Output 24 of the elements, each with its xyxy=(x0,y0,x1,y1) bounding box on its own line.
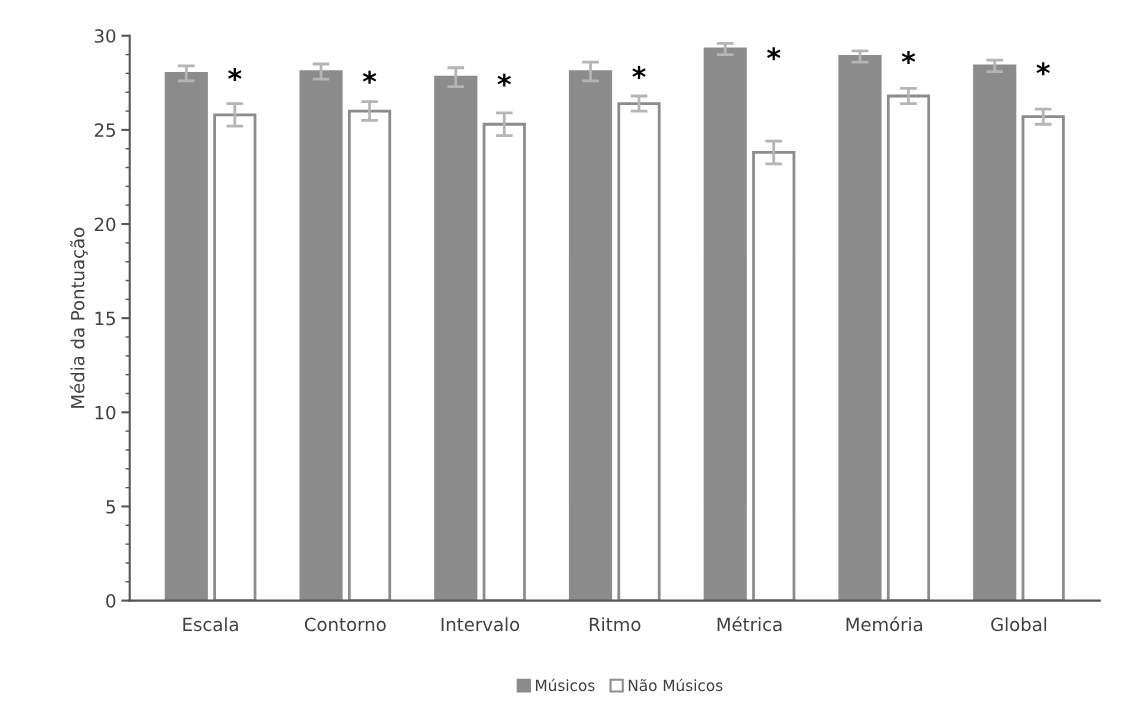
annotation: * xyxy=(767,47,781,61)
y-tick-label: 5 xyxy=(106,500,115,514)
x-tick-label: Escala xyxy=(183,617,238,632)
annotation: * xyxy=(901,51,916,64)
x-tick-label: Global xyxy=(991,617,1047,632)
annotation: * xyxy=(497,73,511,87)
y-tick-label: 15 xyxy=(95,311,115,326)
x-tick-label: Intervalo xyxy=(441,617,520,632)
y-axis-title: Média da Pontuação xyxy=(69,227,88,408)
annotation: * xyxy=(362,70,377,84)
x-tick-label: Ritmo xyxy=(589,617,641,632)
x-tick-label: Memória xyxy=(846,616,922,632)
annotation: * xyxy=(228,67,242,81)
x-tick-label: Contorno xyxy=(304,617,386,632)
annotation: * xyxy=(1036,62,1050,76)
y-tick-label: 20 xyxy=(94,217,116,232)
annotation: * xyxy=(632,66,646,79)
y-tick-label: 25 xyxy=(94,123,115,138)
y-tick-label: 0 xyxy=(106,594,116,608)
x-tick-label: Métrica xyxy=(717,616,782,632)
y-tick-label: 30 xyxy=(94,29,116,43)
legend-label: Não Músicos xyxy=(628,678,723,692)
y-tick-label: 10 xyxy=(95,405,116,420)
legend-label: Músicos xyxy=(535,678,595,692)
